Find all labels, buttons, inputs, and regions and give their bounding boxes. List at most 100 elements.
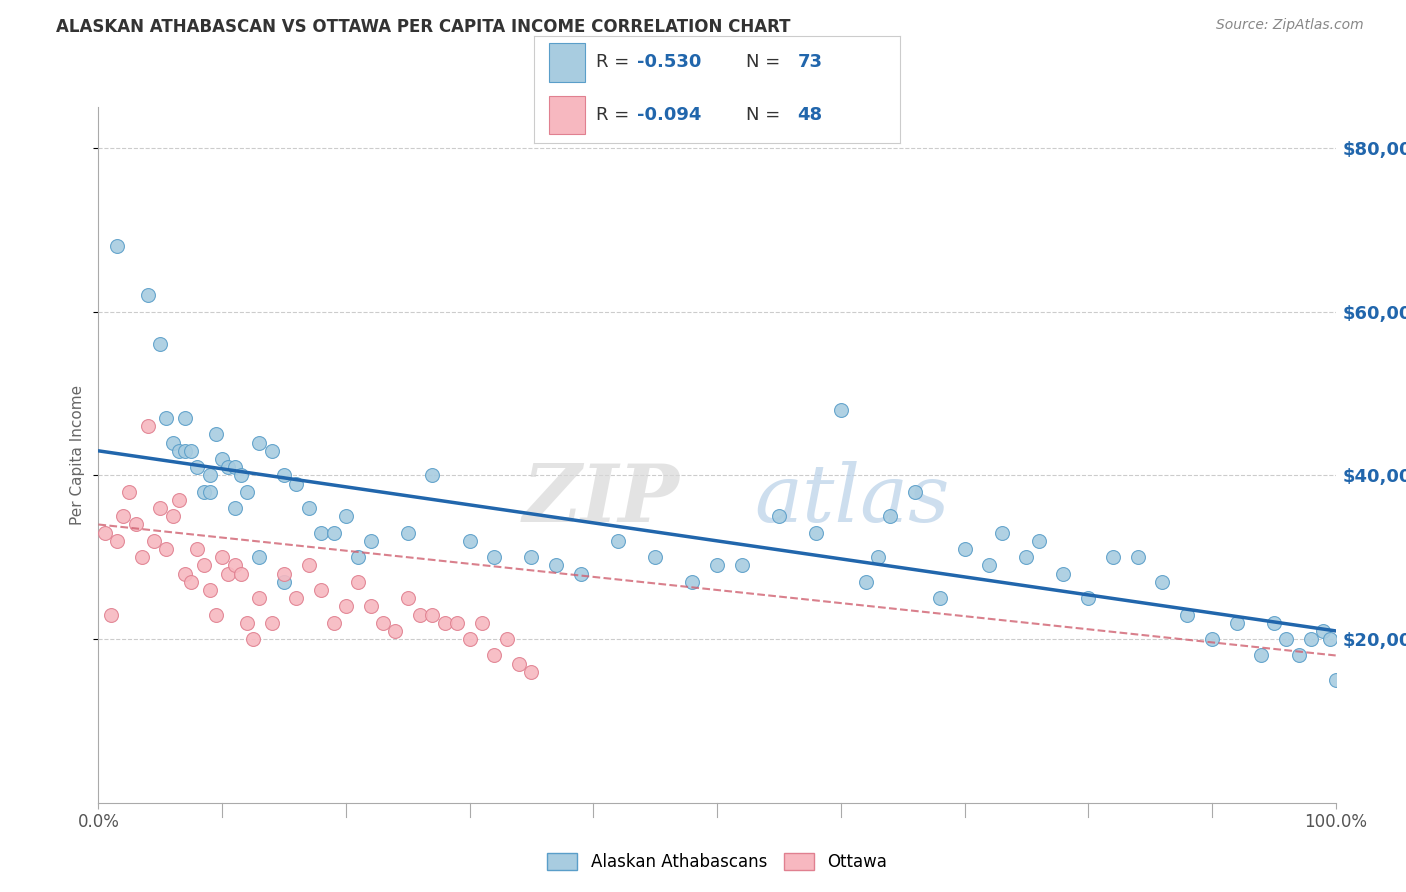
Text: R =: R = — [596, 106, 636, 124]
Text: -0.094: -0.094 — [637, 106, 702, 124]
Point — [167, 492, 190, 507]
Point — [105, 239, 128, 253]
Point — [471, 615, 494, 630]
Point — [180, 443, 202, 458]
Point — [706, 558, 728, 573]
Point — [273, 468, 295, 483]
Point — [211, 550, 233, 565]
Point — [162, 435, 184, 450]
Point — [384, 624, 406, 638]
Point — [520, 665, 543, 679]
Point — [953, 542, 976, 557]
Legend: Alaskan Athabascans, Ottawa: Alaskan Athabascans, Ottawa — [540, 847, 894, 878]
Point — [422, 607, 444, 622]
Point — [433, 615, 456, 630]
Bar — [548, 95, 585, 134]
Point — [335, 509, 357, 524]
Point — [211, 452, 233, 467]
Point — [904, 484, 927, 499]
Point — [1275, 632, 1298, 646]
Point — [1015, 550, 1038, 565]
Point — [247, 550, 270, 565]
Point — [446, 615, 468, 630]
Text: 73: 73 — [797, 54, 823, 71]
Point — [273, 574, 295, 589]
Text: R =: R = — [596, 54, 636, 71]
Point — [322, 525, 344, 540]
Point — [1201, 632, 1223, 646]
Point — [928, 591, 950, 606]
Point — [105, 533, 128, 548]
Point — [1250, 648, 1272, 663]
Point — [1126, 550, 1149, 565]
Point — [174, 443, 197, 458]
Point — [236, 615, 259, 630]
Point — [409, 607, 432, 622]
Point — [217, 566, 239, 581]
Point — [1312, 624, 1334, 638]
Point — [198, 582, 221, 597]
Point — [335, 599, 357, 614]
Text: atlas: atlas — [754, 461, 949, 539]
Point — [309, 525, 332, 540]
Point — [260, 443, 283, 458]
Point — [1028, 533, 1050, 548]
Point — [830, 403, 852, 417]
Text: 48: 48 — [797, 106, 823, 124]
Point — [136, 419, 159, 434]
Point — [309, 582, 332, 597]
Point — [458, 533, 481, 548]
Point — [124, 517, 146, 532]
Text: N =: N = — [747, 106, 786, 124]
Point — [347, 574, 370, 589]
Point — [112, 509, 135, 524]
Y-axis label: Per Capita Income: Per Capita Income — [70, 384, 86, 525]
Point — [979, 558, 1001, 573]
Point — [131, 550, 153, 565]
Point — [322, 615, 344, 630]
Point — [224, 558, 246, 573]
Point — [681, 574, 703, 589]
Point — [174, 411, 197, 425]
Point — [229, 468, 252, 483]
Point — [180, 574, 202, 589]
Point — [1175, 607, 1198, 622]
Point — [118, 484, 141, 499]
Point — [396, 591, 419, 606]
Point — [186, 542, 208, 557]
Point — [136, 288, 159, 302]
Point — [174, 566, 197, 581]
Point — [1152, 574, 1174, 589]
Point — [205, 427, 228, 442]
Point — [285, 591, 308, 606]
Point — [371, 615, 394, 630]
Point — [260, 615, 283, 630]
Point — [546, 558, 568, 573]
Point — [143, 533, 166, 548]
Point — [879, 509, 901, 524]
Point — [484, 648, 506, 663]
Point — [731, 558, 754, 573]
Point — [224, 501, 246, 516]
Point — [186, 460, 208, 475]
Point — [198, 468, 221, 483]
Point — [422, 468, 444, 483]
Point — [298, 501, 321, 516]
Point — [285, 476, 308, 491]
Point — [298, 558, 321, 573]
Point — [347, 550, 370, 565]
Point — [167, 443, 190, 458]
Point — [1299, 632, 1322, 646]
Point — [458, 632, 481, 646]
Point — [193, 558, 215, 573]
Point — [508, 657, 530, 671]
Point — [990, 525, 1012, 540]
Point — [100, 607, 122, 622]
Point — [217, 460, 239, 475]
Point — [1324, 673, 1347, 687]
Point — [804, 525, 827, 540]
Point — [149, 337, 172, 351]
Point — [162, 509, 184, 524]
Point — [1077, 591, 1099, 606]
Point — [866, 550, 889, 565]
